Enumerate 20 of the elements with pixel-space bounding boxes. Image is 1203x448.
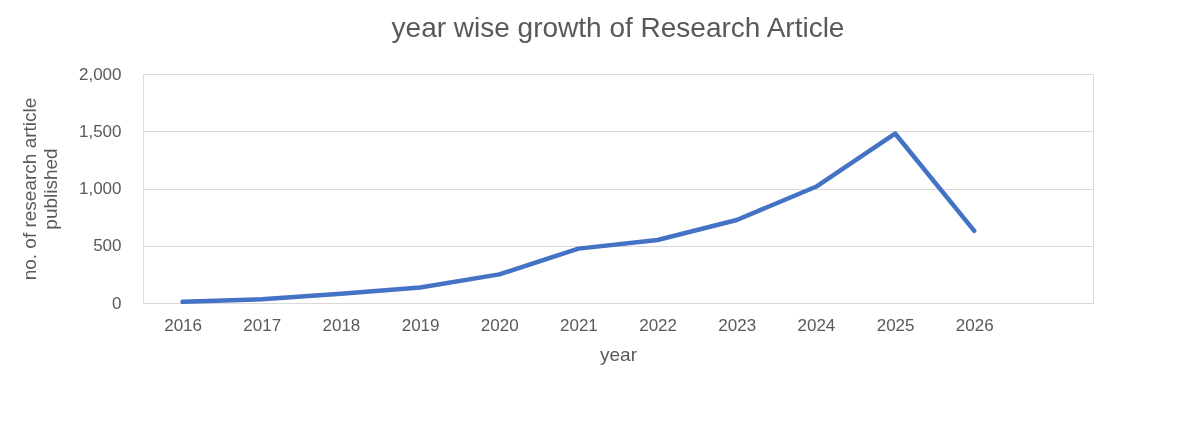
- x-tick-label: 2023: [718, 315, 757, 335]
- x-tick-label: 2021: [560, 315, 598, 335]
- x-tick-label: 2019: [401, 315, 440, 335]
- y-tick-label: 500: [93, 236, 122, 256]
- x-axis-title: year: [600, 343, 638, 365]
- chart-title: year wise growth of Research Article: [391, 12, 845, 43]
- x-tick-label: 2017: [243, 315, 282, 335]
- x-tick-label: 2020: [480, 315, 519, 335]
- y-tick-label: 2,000: [78, 64, 122, 84]
- y-tick-label: 1,500: [78, 121, 122, 141]
- y-axis-title: no. of research article published: [18, 97, 61, 281]
- y-tick-label: 1,000: [78, 179, 122, 198]
- x-tick-label: 2025: [876, 315, 915, 335]
- x-tick-label: 2026: [955, 315, 994, 335]
- line-series: [180, 131, 977, 305]
- x-tick-label: 2024: [797, 315, 836, 335]
- y-tick-label: 0: [112, 293, 122, 313]
- x-tick-label: 2016: [164, 315, 202, 335]
- x-tick-label: 2022: [639, 315, 677, 335]
- x-tick-label: 2018: [322, 315, 361, 335]
